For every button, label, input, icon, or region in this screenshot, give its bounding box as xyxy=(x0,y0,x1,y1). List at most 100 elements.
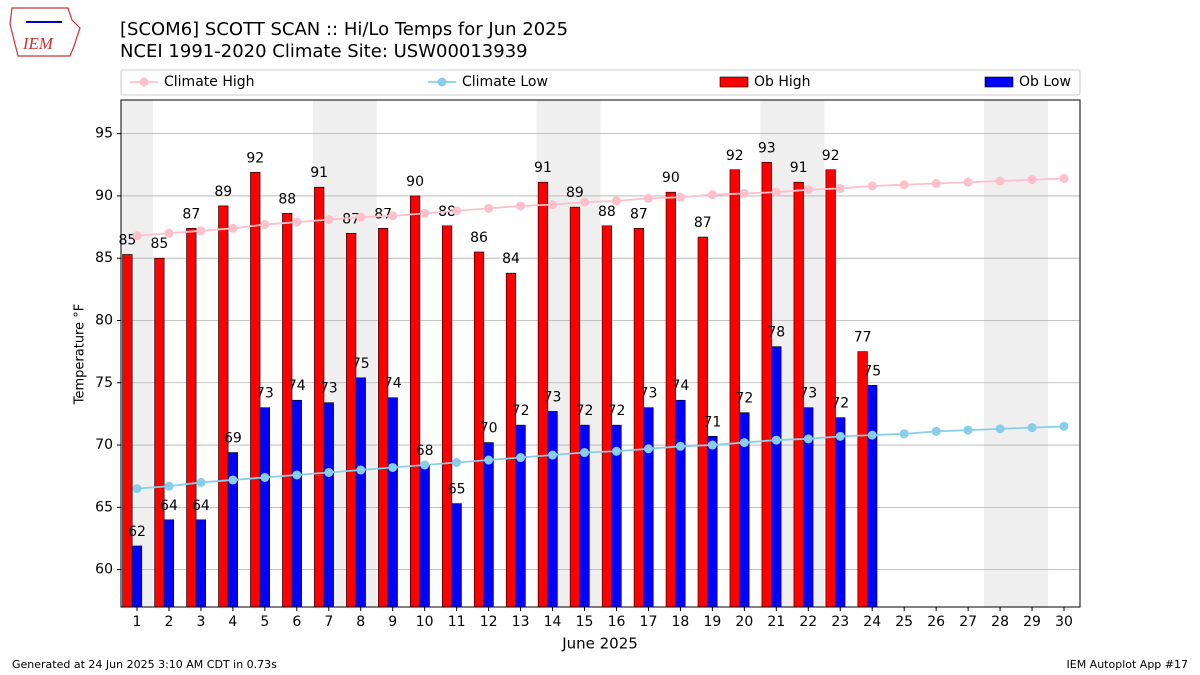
x-tick-label: 4 xyxy=(228,614,237,630)
x-tick-label: 12 xyxy=(480,614,498,630)
y-axis-label: Temperature °F xyxy=(73,304,88,405)
x-tick-label: 15 xyxy=(576,614,594,630)
data-label: 91 xyxy=(790,160,808,176)
point xyxy=(164,228,174,238)
point xyxy=(803,434,813,444)
point xyxy=(867,430,877,440)
bar xyxy=(186,228,197,608)
data-label: 91 xyxy=(534,160,552,176)
data-label: 85 xyxy=(150,236,168,252)
point xyxy=(292,470,302,480)
data-label: 89 xyxy=(566,185,584,201)
plot-frame xyxy=(120,99,1081,608)
bar xyxy=(291,399,302,608)
data-label: 92 xyxy=(822,148,840,164)
x-tick-label: 1 xyxy=(133,614,142,630)
bar xyxy=(378,228,389,608)
x-tick-label: 25 xyxy=(895,614,913,630)
data-label: 69 xyxy=(224,431,242,447)
point xyxy=(388,211,398,221)
data-label: 72 xyxy=(608,403,626,419)
y-tick-label: 85 xyxy=(95,250,113,266)
point xyxy=(995,424,1005,434)
data-label: 77 xyxy=(854,330,872,346)
legend-label: Climate Low xyxy=(462,74,548,90)
bar xyxy=(483,442,494,608)
bar xyxy=(355,377,366,608)
bar xyxy=(259,407,270,608)
x-tick-label: 29 xyxy=(1023,614,1041,630)
bar xyxy=(867,384,878,608)
y-tick-label: 75 xyxy=(95,375,113,391)
x-tick-label: 11 xyxy=(448,614,466,630)
point xyxy=(1059,421,1069,431)
data-label: 73 xyxy=(799,386,817,402)
data-label: 92 xyxy=(246,150,264,166)
bar xyxy=(346,232,357,608)
point xyxy=(899,429,909,439)
x-tick-label: 26 xyxy=(927,614,945,630)
x-tick-label: 5 xyxy=(260,614,269,630)
bar xyxy=(771,346,782,608)
data-label: 64 xyxy=(192,498,210,514)
data-label: 73 xyxy=(544,389,562,405)
point xyxy=(228,223,238,233)
data-label: 73 xyxy=(640,386,658,402)
logo-outline xyxy=(9,7,81,57)
bar xyxy=(195,519,207,608)
point xyxy=(132,484,142,494)
chart-title: [SCOM6] SCOTT SCAN :: Hi/Lo Temps for Ju… xyxy=(120,19,568,40)
x-tick-label: 17 xyxy=(640,614,658,630)
bar xyxy=(122,254,133,608)
point xyxy=(1027,423,1037,433)
point xyxy=(196,477,206,487)
y-tick-label: 60 xyxy=(95,562,113,578)
point xyxy=(580,448,590,458)
point xyxy=(899,180,909,190)
x-tick-label: 2 xyxy=(164,614,173,630)
legend-marker xyxy=(437,77,447,87)
data-label: 62 xyxy=(128,524,146,540)
bar xyxy=(323,402,334,608)
data-label: 72 xyxy=(735,391,753,407)
data-label: 85 xyxy=(118,232,136,248)
x-tick-label: 30 xyxy=(1055,614,1073,630)
bar xyxy=(387,397,398,608)
data-label: 86 xyxy=(470,230,488,246)
x-tick-label: 21 xyxy=(767,614,785,630)
line xyxy=(136,177,1065,237)
point xyxy=(452,206,462,216)
point xyxy=(228,475,238,485)
bar xyxy=(835,417,846,608)
footer-left: Generated at 24 Jun 2025 3:10 AM CDT in … xyxy=(12,658,277,671)
bar xyxy=(547,411,558,608)
bar xyxy=(419,464,430,608)
data-label: 90 xyxy=(662,170,680,186)
bar xyxy=(314,186,325,608)
y-tick-label: 95 xyxy=(95,126,113,142)
x-tick-label: 22 xyxy=(799,614,817,630)
point xyxy=(707,440,717,450)
point xyxy=(548,450,558,460)
point xyxy=(420,208,430,218)
point xyxy=(164,481,174,491)
legend-marker xyxy=(139,77,149,87)
bar xyxy=(707,436,718,608)
data-label: 73 xyxy=(320,381,338,397)
point xyxy=(931,178,941,188)
point xyxy=(132,231,142,241)
point xyxy=(771,435,781,445)
point xyxy=(548,200,558,210)
point xyxy=(516,453,526,463)
bar xyxy=(163,519,175,608)
x-axis-label: June 2025 xyxy=(561,635,638,653)
logo: IEM xyxy=(9,7,81,57)
x-tick-label: 23 xyxy=(831,614,849,630)
y-tick-label: 80 xyxy=(95,312,113,328)
point xyxy=(356,212,366,222)
data-label: 75 xyxy=(863,363,881,379)
data-label: 68 xyxy=(416,443,434,459)
x-tick-label: 9 xyxy=(388,614,397,630)
data-label: 91 xyxy=(310,165,328,181)
data-label: 92 xyxy=(726,148,744,164)
